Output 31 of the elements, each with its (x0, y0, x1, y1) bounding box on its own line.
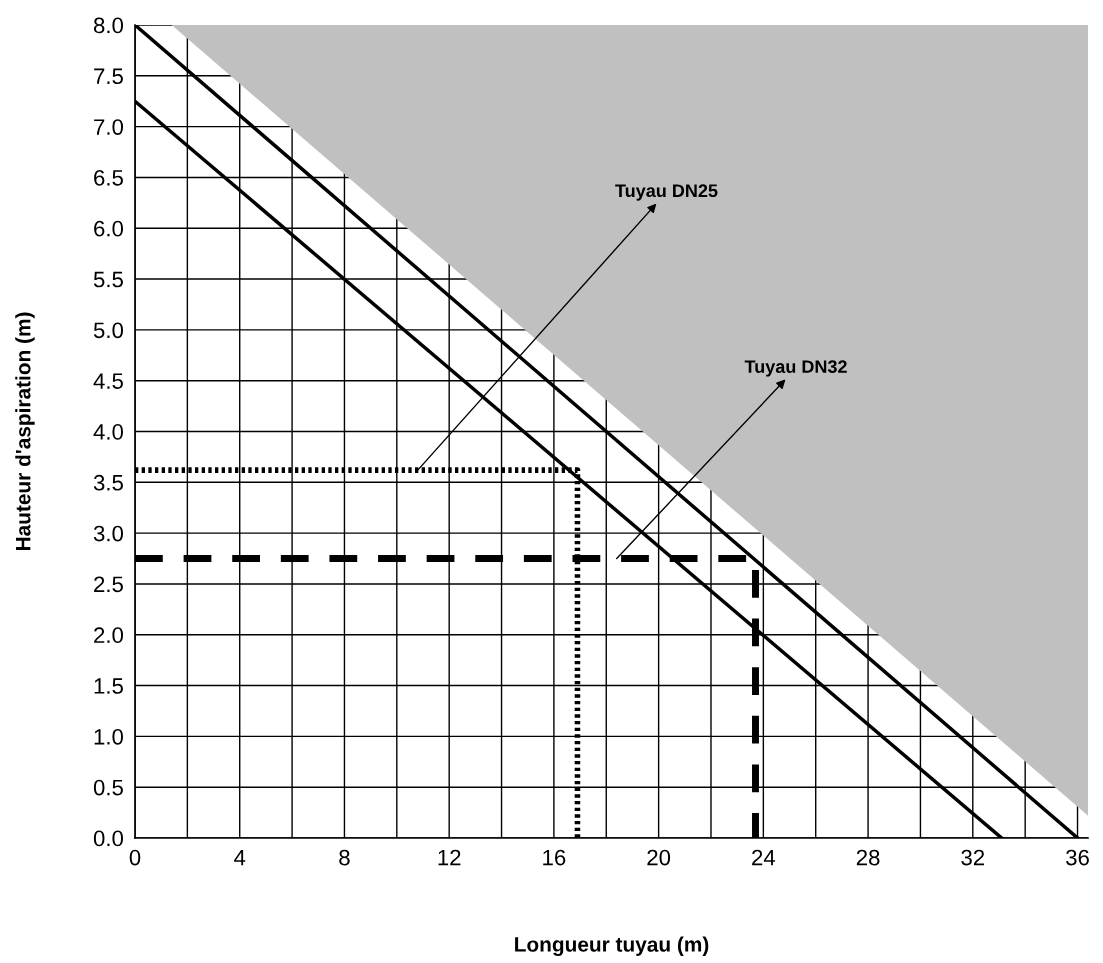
y-tick-label: 5.0 (93, 322, 124, 339)
y-tick-label: 3.5 (93, 474, 123, 491)
x-tick-label: 16 (543, 849, 566, 866)
annotation: Tuyau DN25 (615, 184, 718, 201)
y-tick-label: 1.0 (94, 728, 124, 745)
y-tick-label: 0.5 (93, 779, 123, 796)
y-tick-label: 6.5 (94, 169, 123, 186)
y-tick-label: 0.0 (93, 830, 124, 847)
y-tick-label: 6.0 (94, 220, 124, 237)
y-tick-label: 2.5 (94, 576, 123, 593)
y-axis-title: Hauteur d'aspiration (m) (15, 312, 35, 551)
y-tick-label: 4.5 (93, 373, 123, 389)
x-tick-label: 0 (129, 849, 141, 866)
x-axis-title: Longueur tuyau (m) (515, 936, 709, 956)
x-tick-label: 20 (647, 849, 671, 866)
annotation: Tuyau DN32 (744, 360, 847, 377)
y-tick-label: 7.0 (94, 119, 124, 135)
y-tick-label: 1.5 (94, 678, 123, 694)
y-tick-label: 5.5 (93, 271, 123, 288)
x-tick-label: 8 (339, 849, 350, 866)
y-tick-label: 8.0 (93, 17, 124, 34)
x-tick-label: 28 (856, 849, 880, 866)
y-tick-label: 2.0 (94, 627, 124, 644)
x-tick-label: 4 (234, 849, 246, 866)
y-tick-label: 4.0 (93, 424, 124, 440)
x-tick-label: 24 (752, 849, 776, 866)
x-tick-label: 36 (1066, 849, 1089, 866)
x-tick-label: 12 (438, 849, 461, 866)
x-tick-label: 32 (961, 849, 985, 866)
y-tick-label: 3.0 (93, 525, 124, 542)
y-tick-label: 7.5 (94, 68, 123, 85)
